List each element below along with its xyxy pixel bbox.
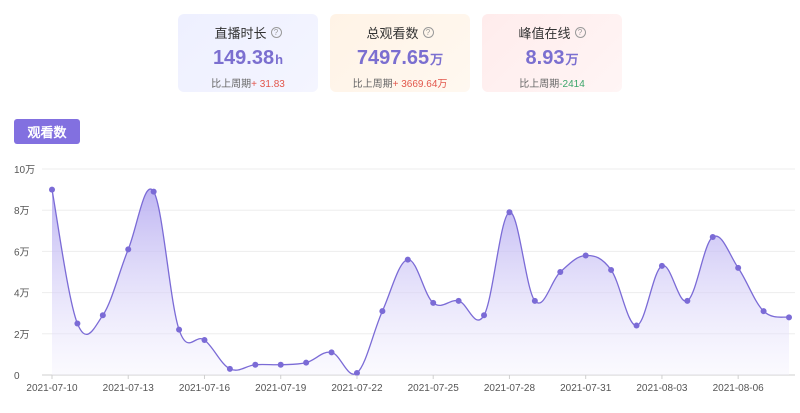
data-point[interactable] (328, 349, 335, 356)
data-point[interactable] (760, 308, 767, 315)
stat-title-text: 直播时长 (214, 25, 267, 41)
data-point[interactable] (455, 297, 462, 304)
data-point[interactable] (557, 269, 564, 275)
x-tick-label: 2021-07-16 (179, 383, 231, 394)
stat-card-duration: 直播时长 ? 149.38h 比上周期+ 31.83 (178, 14, 318, 92)
x-tick-label: 2021-08-06 (713, 383, 765, 394)
y-tick-label: 2万 (14, 330, 30, 341)
data-point[interactable] (176, 326, 183, 333)
stat-compare: 比上周期+ 31.83 (211, 79, 285, 90)
help-icon[interactable]: ? (422, 26, 434, 38)
y-tick-label: 0 (14, 371, 20, 382)
stat-value: 149.38h (212, 47, 284, 69)
help-icon[interactable]: ? (270, 26, 282, 38)
y-tick-label: 8万 (14, 206, 30, 217)
x-tick-label: 2021-07-25 (408, 383, 460, 394)
stat-delta: + 3669.64万 (392, 79, 448, 90)
stat-title: 直播时长 ? (178, 24, 318, 41)
stat-title: 峰值在线 ? (482, 24, 622, 41)
data-point[interactable] (481, 312, 488, 319)
data-point[interactable] (49, 186, 55, 193)
x-tick-label: 2021-07-19 (255, 383, 307, 394)
x-tick-label: 2021-07-22 (331, 383, 383, 394)
data-point[interactable] (582, 252, 589, 259)
data-point[interactable] (735, 264, 742, 271)
stat-title: 总观看数 ? (330, 24, 470, 41)
stat-value: 8.93万 (525, 47, 579, 69)
stat-value: 7497.65万 (356, 47, 444, 69)
x-tick-label: 2021-08-03 (636, 383, 688, 394)
help-icon[interactable]: ? (574, 26, 586, 38)
data-point[interactable] (404, 256, 411, 263)
data-point[interactable] (99, 312, 106, 319)
x-tick-label: 2021-07-28 (484, 383, 536, 394)
views-area-chart: 0 2万 4万 6万 8万 10万 2021-07-10 2021-07-13 2021-07… (14, 165, 795, 394)
data-point[interactable] (125, 246, 132, 253)
stat-card-views: 总观看数 ? 7497.65万 比上周期+ 3669.64万 (330, 14, 470, 92)
stat-delta: + 31.83 (251, 79, 285, 90)
tab-views[interactable]: 观看数 (14, 119, 80, 144)
stat-compare: 比上周期-2414 (519, 79, 585, 90)
data-point[interactable] (303, 359, 310, 366)
stat-delta: -2414 (559, 79, 585, 90)
data-point[interactable] (353, 369, 360, 376)
x-tick-label: 2021-07-31 (560, 383, 612, 394)
data-point[interactable] (531, 297, 538, 304)
stat-unit: 万 (430, 52, 444, 67)
data-point[interactable] (506, 209, 513, 216)
data-point[interactable] (150, 188, 157, 195)
data-point[interactable] (684, 297, 691, 304)
stat-compare: 比上周期+ 3669.64万 (352, 79, 448, 90)
y-tick-label: 10万 (14, 165, 35, 176)
data-point[interactable] (252, 361, 259, 368)
series-area (52, 189, 789, 375)
data-point[interactable] (201, 336, 208, 343)
y-tick-label: 4万 (14, 289, 30, 300)
x-tick-label: 2021-07-13 (103, 383, 155, 394)
data-point[interactable] (786, 314, 792, 321)
stat-title-text: 总观看数 (366, 25, 419, 41)
y-tick-label: 6万 (14, 247, 30, 258)
stat-unit: h (275, 52, 284, 67)
data-point[interactable] (430, 299, 437, 306)
stat-unit: 万 (565, 52, 579, 67)
data-point[interactable] (226, 365, 233, 372)
data-point[interactable] (633, 322, 640, 329)
data-point[interactable] (658, 262, 665, 269)
data-point[interactable] (277, 361, 284, 368)
data-point[interactable] (709, 233, 716, 240)
data-point[interactable] (608, 266, 615, 273)
stat-title-text: 峰值在线 (518, 25, 571, 41)
stat-card-peak-online: 峰值在线 ? 8.93万 比上周期-2414 (482, 14, 622, 92)
data-point[interactable] (74, 320, 81, 327)
x-tick-label: 2021-07-10 (26, 383, 78, 394)
data-point[interactable] (379, 308, 386, 315)
